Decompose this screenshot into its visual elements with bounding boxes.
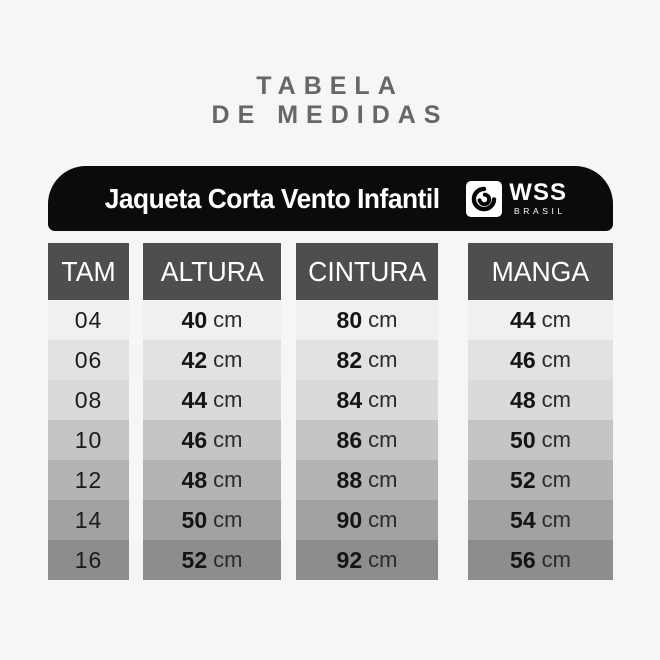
measurement-unit: cm (213, 387, 243, 412)
product-banner: Jaqueta Corta Vento Infantil WSS BRASIL (48, 166, 613, 231)
table-cell-cintura-16: 92 cm (296, 540, 438, 580)
column-cintura: CINTURA 80 cm 82 cm 84 cm 86 cm 88 cm 90 cm 92 cm (296, 243, 438, 580)
measurement-unit: cm (541, 467, 571, 492)
product-name: Jaqueta Corta Vento Infantil (104, 182, 440, 214)
measurement-value: 46 (510, 346, 536, 373)
table-cell-tam-12: 12 (48, 460, 129, 500)
table-cell-altura-14: 50 cm (143, 500, 281, 540)
table-cell-cintura-12: 88 cm (296, 460, 438, 500)
brand-name: WSS (509, 179, 567, 207)
table-cell-manga-16: 56 cm (468, 540, 613, 580)
measurement-unit: cm (368, 507, 398, 532)
measurement-value: 56 (510, 546, 536, 573)
table-cell-cintura-06: 82 cm (296, 340, 438, 380)
measurement-value: 92 (336, 546, 363, 573)
column-header-manga: MANGA (468, 243, 613, 300)
measurement-value: 80 (336, 306, 363, 333)
measurement-unit: cm (368, 467, 398, 492)
brand-subtitle: BRASIL (514, 206, 566, 217)
measurement-unit: cm (368, 307, 398, 332)
measurement-value: 44 (510, 306, 536, 333)
column-header-altura: ALTURA (143, 243, 281, 300)
table-cell-cintura-08: 84 cm (296, 380, 438, 420)
brand-wordmark: WSS BRASIL (509, 181, 567, 216)
measurement-value: 90 (336, 506, 363, 533)
measurement-unit: cm (368, 387, 398, 412)
page-title-line2: DE MEDIDAS (211, 101, 449, 129)
table-cell-manga-04: 44 cm (468, 300, 613, 340)
table-cell-tam-04: 04 (48, 300, 129, 340)
table-cell-tam-16: 16 (48, 540, 129, 580)
measurement-value: 46 (181, 426, 208, 453)
measurement-value: 40 (181, 306, 208, 333)
measurement-value: 88 (336, 466, 363, 493)
column-header-tam: TAM (48, 243, 129, 300)
measurement-unit: cm (213, 347, 243, 372)
measurements-table: TAM 04 06 08 10 12 14 16 ALTURA 40 cm 42 cm 44 cm 46… (48, 243, 613, 580)
table-cell-cintura-10: 86 cm (296, 420, 438, 460)
table-cell-manga-14: 54 cm (468, 500, 613, 540)
measurement-value: 42 (181, 346, 208, 373)
column-manga: MANGA 44 cm 46 cm 48 cm 50 cm 52 cm 54 cm 56 cm (468, 243, 613, 580)
brand-logo: WSS BRASIL (466, 180, 567, 217)
table-cell-tam-08: 08 (48, 380, 129, 420)
column-header-cintura: CINTURA (296, 243, 438, 300)
measurement-value: 52 (510, 466, 536, 493)
table-cell-altura-08: 44 cm (143, 380, 281, 420)
table-cell-altura-06: 42 cm (143, 340, 281, 380)
measurement-unit: cm (213, 547, 243, 572)
table-cell-manga-06: 46 cm (468, 340, 613, 380)
measurement-unit: cm (368, 347, 398, 372)
table-cell-cintura-14: 90 cm (296, 500, 438, 540)
measurement-unit: cm (368, 427, 398, 452)
measurement-value: 86 (336, 426, 363, 453)
table-cell-altura-12: 48 cm (143, 460, 281, 500)
measurement-value: 50 (510, 426, 536, 453)
measurement-value: 48 (181, 466, 208, 493)
table-cell-cintura-04: 80 cm (296, 300, 438, 340)
measurement-value: 82 (336, 346, 363, 373)
column-altura: ALTURA 40 cm 42 cm 44 cm 46 cm 48 cm 50 cm 52 cm (143, 243, 281, 580)
table-cell-manga-10: 50 cm (468, 420, 613, 460)
table-cell-tam-14: 14 (48, 500, 129, 540)
measurement-unit: cm (368, 547, 398, 572)
measurement-value: 52 (181, 546, 208, 573)
page-title-line1: TABELA (256, 72, 404, 100)
measurement-value: 44 (181, 386, 208, 413)
measurement-unit: cm (213, 427, 243, 452)
column-tam: TAM 04 06 08 10 12 14 16 (48, 243, 129, 580)
measurement-unit: cm (541, 547, 571, 572)
measurement-value: 84 (336, 386, 363, 413)
measurement-value: 54 (510, 506, 536, 533)
table-cell-altura-04: 40 cm (143, 300, 281, 340)
page-title: TABELA DE MEDIDAS (0, 72, 660, 130)
table-cell-altura-10: 46 cm (143, 420, 281, 460)
wave-swirl-icon (466, 180, 503, 217)
table-cell-manga-12: 52 cm (468, 460, 613, 500)
measurement-unit: cm (213, 467, 243, 492)
measurement-unit: cm (541, 387, 571, 412)
measurement-unit: cm (541, 507, 571, 532)
measurement-unit: cm (541, 427, 571, 452)
table-cell-tam-10: 10 (48, 420, 129, 460)
measurement-value: 50 (181, 506, 208, 533)
measurement-value: 48 (510, 386, 536, 413)
table-cell-altura-16: 52 cm (143, 540, 281, 580)
table-cell-manga-08: 48 cm (468, 380, 613, 420)
measurement-unit: cm (541, 347, 571, 372)
measurement-unit: cm (213, 307, 243, 332)
table-cell-tam-06: 06 (48, 340, 129, 380)
measurement-unit: cm (541, 307, 571, 332)
measurement-unit: cm (213, 507, 243, 532)
